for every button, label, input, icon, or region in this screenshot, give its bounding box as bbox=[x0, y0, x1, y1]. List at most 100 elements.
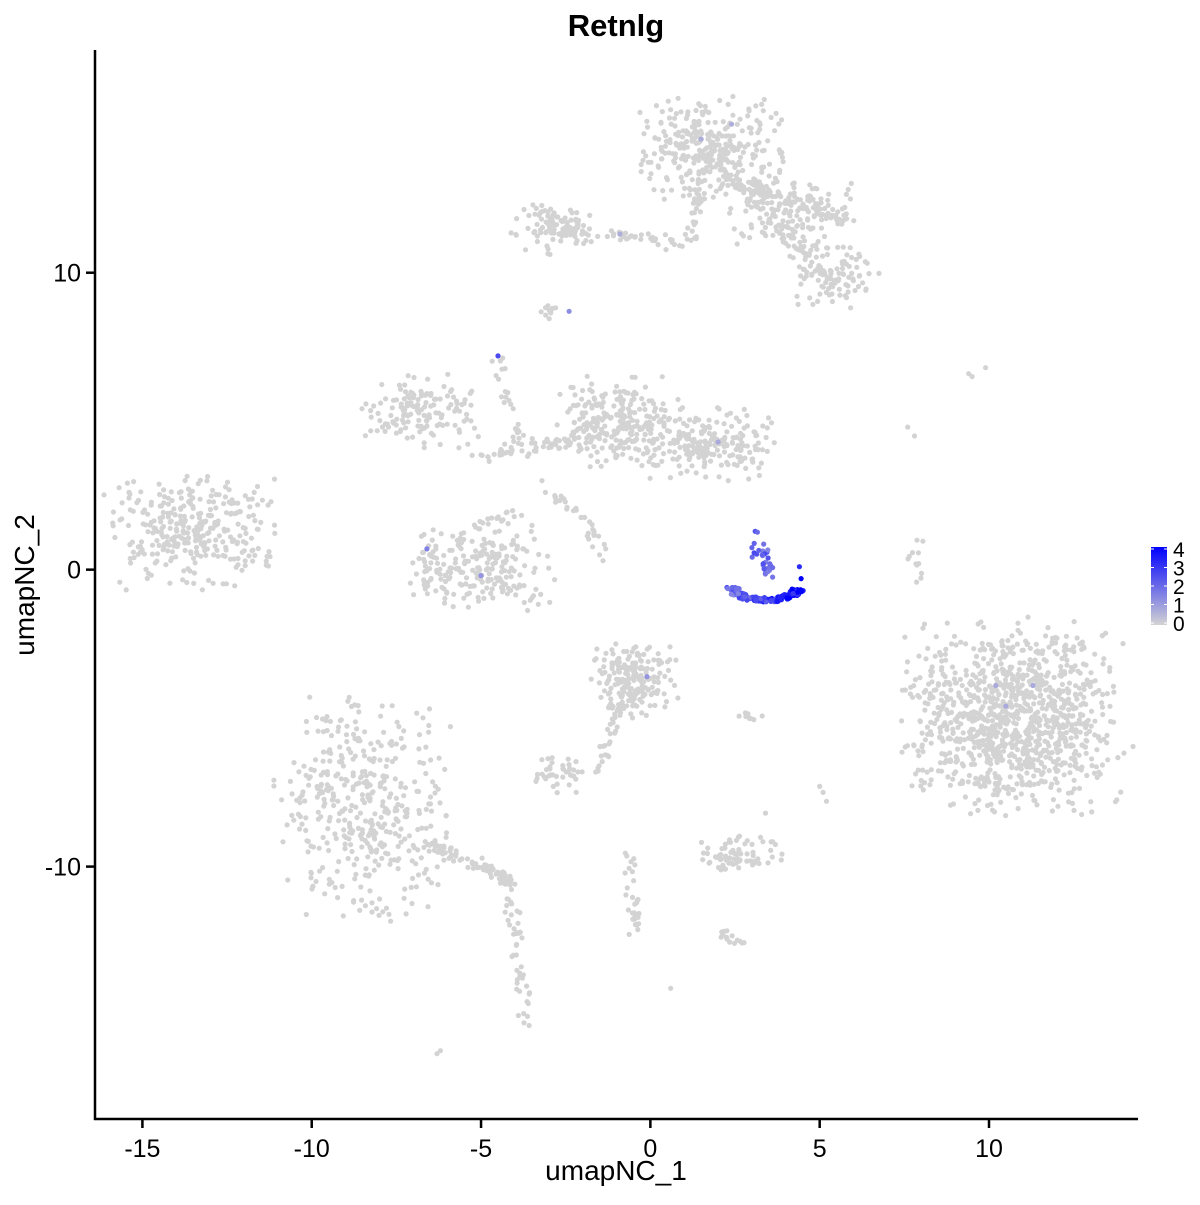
cell-point bbox=[631, 696, 637, 702]
cell-point bbox=[1083, 662, 1089, 668]
cell-point bbox=[625, 235, 631, 241]
cell-point bbox=[235, 555, 241, 562]
cell-point bbox=[795, 208, 801, 214]
cell-point bbox=[1031, 781, 1037, 788]
cell-point bbox=[706, 132, 712, 138]
cell-point bbox=[918, 575, 924, 581]
cell-point bbox=[920, 787, 926, 793]
cell-point bbox=[707, 859, 713, 866]
cell-point bbox=[677, 444, 683, 450]
cell-point bbox=[356, 709, 362, 715]
cell-point bbox=[327, 758, 333, 764]
cell-point bbox=[145, 570, 151, 576]
cell-point bbox=[730, 133, 737, 139]
cell-point bbox=[579, 396, 585, 402]
cell-point bbox=[603, 650, 609, 656]
cell-point bbox=[697, 209, 704, 215]
cell-point bbox=[730, 847, 736, 853]
cell-point bbox=[396, 833, 402, 839]
x-axis-ticks: -15 -10 -5 0 5 10 bbox=[124, 1119, 1003, 1163]
cell-point bbox=[1074, 696, 1080, 702]
expressing-cell-point bbox=[759, 552, 765, 558]
cell-point bbox=[515, 920, 521, 926]
cell-point bbox=[638, 425, 644, 431]
cell-point bbox=[285, 877, 291, 883]
cell-point bbox=[465, 604, 471, 610]
cell-point bbox=[516, 435, 522, 441]
cell-point bbox=[519, 935, 525, 941]
cell-point bbox=[343, 834, 349, 841]
cell-point bbox=[751, 429, 757, 435]
cell-point bbox=[822, 272, 828, 278]
cell-point bbox=[779, 117, 785, 123]
cell-point bbox=[979, 640, 985, 647]
cell-point bbox=[532, 565, 538, 571]
cell-point bbox=[716, 142, 722, 148]
cell-point bbox=[418, 855, 424, 861]
cell-point bbox=[176, 533, 182, 539]
cell-point bbox=[471, 425, 478, 431]
cell-point bbox=[414, 710, 420, 716]
cell-point bbox=[1046, 644, 1052, 650]
cell-point bbox=[331, 802, 337, 809]
cell-point bbox=[514, 908, 520, 914]
cell-point bbox=[174, 521, 180, 527]
cell-point bbox=[1049, 729, 1055, 735]
cell-point bbox=[1027, 657, 1033, 663]
cell-point bbox=[646, 398, 652, 404]
cell-point bbox=[326, 847, 332, 854]
cell-point bbox=[499, 564, 505, 570]
cell-point bbox=[1080, 681, 1086, 688]
cell-point bbox=[794, 223, 801, 229]
cell-point bbox=[727, 855, 733, 861]
cell-point bbox=[157, 515, 163, 521]
cell-point bbox=[390, 397, 397, 403]
cell-point bbox=[648, 235, 654, 242]
cell-point bbox=[452, 560, 458, 566]
cell-point bbox=[507, 922, 513, 928]
cell-point bbox=[605, 413, 611, 419]
cell-point bbox=[915, 550, 922, 556]
cell-point bbox=[823, 215, 829, 222]
cell-point bbox=[531, 536, 537, 542]
cell-point bbox=[916, 753, 922, 759]
cell-point bbox=[683, 432, 689, 438]
cell-point bbox=[716, 474, 722, 480]
cell-point bbox=[1002, 677, 1009, 683]
cell-point bbox=[679, 405, 686, 411]
cell-point bbox=[1066, 700, 1072, 706]
cell-point bbox=[422, 563, 428, 569]
cell-point bbox=[401, 793, 407, 799]
cell-point bbox=[307, 774, 313, 780]
cell-point bbox=[1053, 746, 1059, 752]
cell-point bbox=[755, 440, 762, 446]
cell-point bbox=[382, 809, 388, 815]
cell-point bbox=[482, 862, 488, 868]
cell-point bbox=[977, 729, 983, 735]
cell-point bbox=[424, 418, 430, 424]
cell-point bbox=[223, 510, 230, 516]
cell-point bbox=[697, 148, 703, 154]
cell-point bbox=[927, 695, 933, 702]
cell-point bbox=[590, 544, 596, 550]
cell-point bbox=[843, 191, 850, 197]
cell-point bbox=[999, 638, 1005, 644]
cell-point bbox=[575, 224, 581, 231]
cell-point bbox=[648, 171, 654, 177]
cell-point bbox=[468, 402, 474, 408]
cell-point bbox=[255, 502, 261, 508]
cell-point bbox=[666, 115, 673, 121]
expressing-cell-point bbox=[734, 586, 740, 592]
cell-point bbox=[671, 115, 678, 121]
cell-point bbox=[226, 499, 232, 505]
cell-point bbox=[862, 259, 868, 265]
cell-point bbox=[613, 453, 619, 459]
cell-point bbox=[402, 836, 408, 842]
cell-point bbox=[950, 776, 956, 782]
cell-point bbox=[494, 555, 500, 561]
cell-point bbox=[740, 149, 747, 155]
cell-point bbox=[547, 225, 553, 231]
cell-point bbox=[983, 775, 990, 781]
cell-point bbox=[634, 431, 640, 437]
cell-point bbox=[423, 744, 429, 750]
